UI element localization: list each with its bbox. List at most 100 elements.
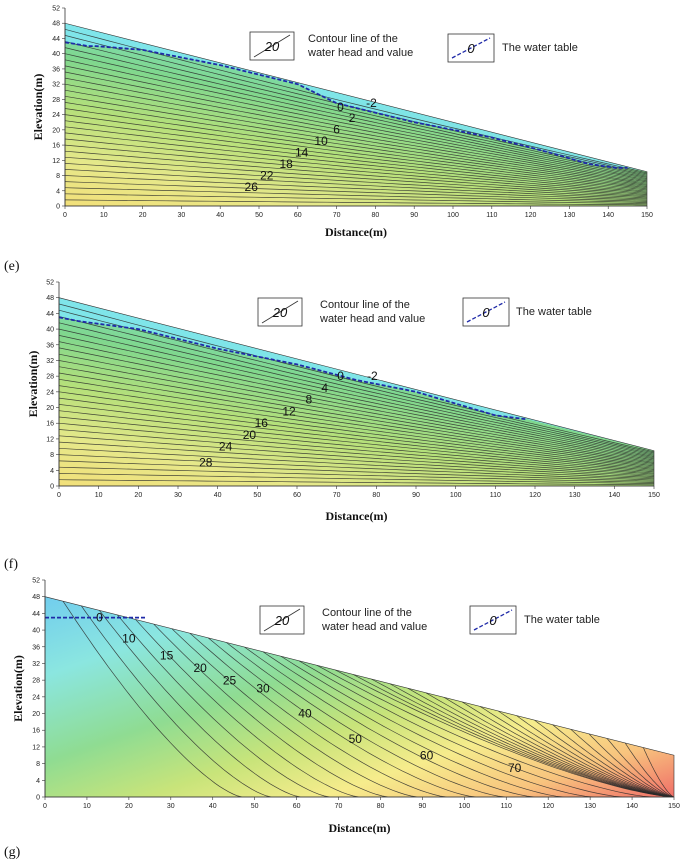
panel-letter-e: (e): [4, 259, 20, 274]
contour-label: 24: [219, 440, 233, 454]
x-tick-label: 20: [134, 492, 142, 499]
x-tick-label: 40: [214, 492, 222, 499]
x-tick-label: 150: [668, 803, 680, 810]
x-tick-label: 30: [174, 492, 182, 499]
contour-label: -2: [367, 369, 378, 383]
legend-contour-text: Contour line of the: [308, 33, 398, 45]
contour-label: 2: [349, 111, 356, 125]
contour-label: 6: [333, 123, 340, 137]
x-tick-label: 130: [569, 492, 581, 499]
contour-label: 20: [193, 661, 207, 675]
y-tick-label: 12: [46, 436, 54, 443]
x-tick-label: 30: [178, 212, 186, 219]
y-tick-label: 48: [52, 21, 60, 28]
y-tick-label: 0: [56, 204, 60, 211]
y-tick-label: 28: [46, 374, 54, 381]
contour-label: 0: [337, 100, 344, 114]
contour-label: 4: [321, 381, 328, 395]
contour-label: 12: [282, 404, 296, 418]
y-tick-label: 48: [32, 594, 40, 601]
contour-label: 10: [122, 632, 136, 646]
legend: 20 Contour line of the water head and valu…: [260, 606, 600, 634]
x-tick-label: 150: [641, 212, 653, 219]
legend-contour-text: water head and value: [307, 47, 413, 59]
contour-label: 16: [255, 416, 269, 430]
x-tick-label: 120: [542, 803, 554, 810]
y-tick-label: 44: [46, 311, 54, 318]
contour-label: 20: [243, 428, 257, 442]
y-tick-label: 40: [52, 51, 60, 58]
x-tick-label: 90: [412, 492, 420, 499]
y-tick-label: 52: [46, 280, 54, 287]
x-tick-label: 80: [377, 803, 385, 810]
panel-letter-f: (f): [4, 557, 18, 572]
y-tick-label: 8: [36, 761, 40, 768]
x-tick-label: 20: [139, 212, 147, 219]
x-tick-label: 60: [293, 492, 301, 499]
y-tick-label: 12: [32, 744, 40, 751]
y-axis-label: Elevation(m): [11, 655, 25, 722]
contour-label: 0: [96, 611, 103, 625]
y-tick-label: 4: [56, 188, 60, 195]
legend-contour-text: water head and value: [319, 313, 425, 325]
legend-contour-text: water head and value: [321, 621, 427, 633]
x-tick-label: 60: [293, 803, 301, 810]
x-tick-label: 0: [63, 212, 67, 219]
y-tick-label: 16: [52, 143, 60, 150]
x-tick-label: 110: [501, 803, 512, 810]
legend-contour-value: 20: [272, 305, 288, 320]
contour-label: 25: [223, 673, 237, 687]
x-tick-label: 20: [125, 803, 133, 810]
legend-watertable-text: The water table: [524, 614, 600, 626]
y-tick-label: 4: [36, 778, 40, 785]
legend-watertable-value: 0: [489, 613, 497, 628]
contour-label: 60: [420, 748, 434, 762]
contour-label: 28: [199, 455, 213, 469]
y-tick-label: 20: [52, 127, 60, 134]
panel-letter-g: (g): [4, 845, 21, 860]
y-tick-label: 32: [46, 358, 54, 365]
y-tick-label: 20: [46, 405, 54, 412]
y-tick-label: 8: [50, 452, 54, 459]
y-tick-label: 32: [52, 82, 60, 89]
y-tick-label: 40: [32, 628, 40, 635]
y-tick-label: 16: [32, 728, 40, 735]
x-tick-label: 0: [57, 492, 61, 499]
contour-label: 0: [337, 369, 344, 383]
contour-label: 50: [349, 732, 363, 746]
x-tick-label: 0: [43, 803, 47, 810]
x-tick-label: 60: [294, 212, 302, 219]
x-tick-label: 50: [255, 212, 263, 219]
contour-label: 70: [508, 761, 522, 775]
y-tick-label: 36: [46, 342, 54, 349]
x-tick-label: 30: [167, 803, 175, 810]
x-tick-label: 70: [333, 212, 341, 219]
legend: 20 Contour line of the water head and valu…: [258, 298, 592, 326]
contour-label: 40: [298, 707, 312, 721]
x-tick-label: 10: [83, 803, 91, 810]
x-tick-label: 50: [253, 492, 261, 499]
x-axis-label: Distance(m): [325, 225, 387, 239]
y-tick-label: 0: [50, 484, 54, 491]
legend-contour-value: 20: [264, 39, 280, 54]
x-tick-label: 140: [626, 803, 638, 810]
y-tick-label: 44: [32, 611, 40, 618]
x-tick-label: 130: [584, 803, 596, 810]
y-axis-label: Elevation(m): [26, 351, 40, 418]
x-tick-label: 10: [95, 492, 103, 499]
x-axis-label: Distance(m): [329, 821, 391, 835]
y-axis-label: Elevation(m): [31, 74, 45, 141]
contour-label: 15: [160, 648, 174, 662]
x-tick-label: 70: [335, 803, 343, 810]
x-tick-label: 120: [529, 492, 541, 499]
contour-label: -2: [366, 96, 377, 110]
x-tick-label: 80: [372, 492, 380, 499]
y-tick-label: 28: [32, 678, 40, 685]
x-tick-label: 40: [216, 212, 224, 219]
y-tick-label: 48: [46, 295, 54, 302]
y-tick-label: 4: [50, 468, 54, 475]
x-tick-label: 100: [450, 492, 462, 499]
y-tick-label: 24: [46, 389, 54, 396]
contour-label: 14: [295, 146, 309, 160]
legend-watertable-value: 0: [467, 41, 475, 56]
